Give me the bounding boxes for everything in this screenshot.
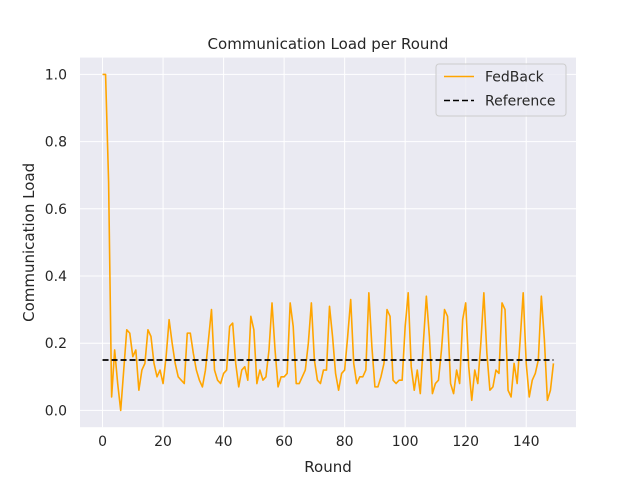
y-axis-label: Communication Load <box>20 163 38 322</box>
y-tick-labels: 0.0 0.2 0.4 0.6 0.8 1.0 <box>45 67 67 419</box>
y-tick-label: 0.8 <box>45 135 67 151</box>
legend-label-fedback: FedBack <box>485 70 545 86</box>
legend: FedBack Reference <box>435 63 567 117</box>
chart-title: Communication Load per Round <box>208 35 449 53</box>
y-tick-label: 0.2 <box>45 336 67 352</box>
series-line-fedback <box>102 73 555 412</box>
x-gridlines <box>102 57 527 428</box>
x-tick-label: 140 <box>513 434 540 450</box>
x-tick-label: 120 <box>452 434 479 450</box>
x-tick-labels: 0 20 40 60 80 100 120 140 <box>98 434 540 450</box>
series-layer <box>102 73 555 412</box>
y-tick-label: 1.0 <box>45 67 67 83</box>
x-tick-label: 100 <box>392 434 419 450</box>
x-axis-label: Round <box>304 458 351 476</box>
x-tick-label: 60 <box>275 434 293 450</box>
y-tick-label: 0.4 <box>45 269 67 285</box>
y-tick-label: 0.6 <box>45 202 67 218</box>
x-tick-label: 0 <box>98 434 107 450</box>
y-tick-label: 0.0 <box>45 403 67 419</box>
x-tick-label: 80 <box>336 434 354 450</box>
x-tick-label: 40 <box>215 434 233 450</box>
x-tick-label: 20 <box>154 434 172 450</box>
legend-label-reference: Reference <box>485 94 556 110</box>
